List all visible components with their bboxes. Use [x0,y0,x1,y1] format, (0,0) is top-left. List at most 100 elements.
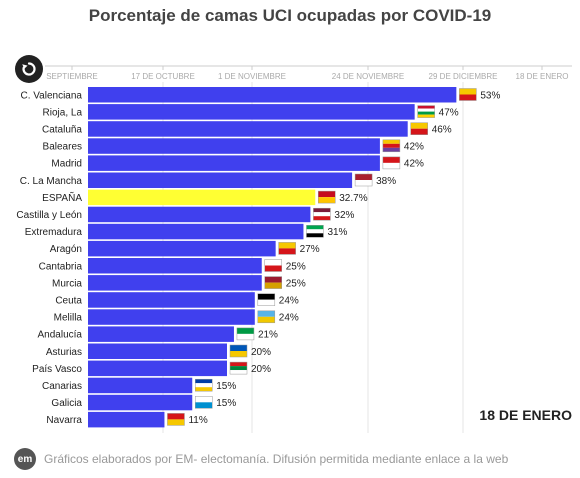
flag-icon [306,225,324,238]
value-label: 46% [432,124,452,135]
category-label: Cantabria [39,261,83,272]
timeline-tick-label: 24 DE NOVIEMBRE [332,72,404,81]
value-label: 31% [327,227,347,238]
timeline-tick-label: 18 DE ENERO [516,72,569,81]
flag-stripe [257,310,275,317]
chart-title: Porcentaje de camas UCI ocupadas por COV… [88,6,492,25]
flag-icon [354,173,373,187]
current-date-label: 18 DE ENERO [479,407,572,423]
flag-stripe [230,366,247,371]
category-label: Canarias [42,381,82,392]
flag-stripe [257,299,275,306]
category-label: C. La Mancha [20,176,83,187]
value-label: 11% [188,415,207,426]
flag-stripe [230,362,247,367]
bar [88,172,353,188]
flag-stripe [459,94,477,101]
value-label: 25% [286,261,306,272]
flag-stripe [355,180,373,186]
value-label: 24% [279,313,299,324]
flag-stripe [230,351,247,357]
flag-stripe [313,216,331,221]
flag-stripe [318,191,336,198]
flag-stripe [264,265,282,272]
category-label: Melilla [54,313,83,324]
flag-stripe [236,333,254,340]
flag-stripe [417,105,435,109]
flag-stripe [382,162,400,169]
value-label: 21% [258,330,278,341]
value-label: 47% [439,107,459,118]
bar [88,206,311,223]
category-label: ESPAÑA [42,191,82,204]
value-label: 42% [404,142,424,153]
flag-stripe [195,387,213,392]
value-label: 15% [216,381,236,392]
flag-stripe [382,143,400,148]
flag-icon [410,122,428,135]
value-label: 32% [334,210,354,221]
category-label: Extremadura [25,227,83,238]
value-label: 15% [216,398,236,409]
flag-icon [264,276,282,289]
value-label: 38% [376,176,396,187]
category-label: Rioja, La [43,107,83,118]
flag-stripe [306,233,324,238]
flag-icon [417,105,435,118]
flag-icon [229,361,248,375]
bar [88,360,227,377]
timeline-tick-label: 17 DE OCTUBRE [131,72,195,81]
flag-icon [236,327,255,341]
bar [88,258,262,274]
bar [88,121,408,137]
category-label: Cataluña [42,124,82,135]
flag-stripe [306,225,324,230]
flag-stripe [195,402,213,409]
value-label: 53% [480,90,500,101]
bar-chart: SEPTIEMBRE 17 DE OCTUBRE 1 DE NOVIEMBRE 24 … [16,65,572,433]
flag-stripe [167,419,185,426]
flag-icon [313,207,331,221]
bar [88,240,276,257]
bar [88,411,165,428]
category-label: Galicia [51,398,82,409]
flag-stripe [195,396,213,403]
flag-stripe [230,345,247,351]
category-label: Madrid [51,159,82,170]
flag-stripe [195,379,213,384]
replay-button[interactable] [15,55,43,83]
flag-icon [459,88,477,101]
flag-stripe [410,122,428,129]
flag-stripe [382,139,400,144]
category-label: Castilla y León [16,210,82,221]
category-label: Aragón [50,244,82,255]
bar [88,189,316,206]
flag-stripe [195,383,213,388]
bar [88,343,227,359]
bar [88,138,380,154]
flag-icon [382,156,401,170]
flag-icon [167,413,185,426]
flag-stripe [417,108,435,112]
flag-stripe [257,293,275,300]
flag-stripe [355,174,373,180]
bar [88,292,255,308]
flag-stripe [410,128,428,135]
flag-stripe [264,276,282,283]
value-label: 42% [404,159,424,170]
category-label: Baleares [43,142,82,153]
category-label: Navarra [46,415,82,426]
value-label: 20% [251,347,271,358]
flag-stripe [318,197,336,204]
flag-icon [257,293,276,306]
footer: em Gráficos elaborados por EM- electoman… [14,448,508,470]
flag-stripe [167,413,185,420]
bar [88,394,193,411]
category-label: C. Valenciana [20,90,82,101]
category-label: País Vasco [32,364,82,375]
flag-stripe [382,156,400,163]
electomania-logo: em [14,448,36,470]
flag-stripe [417,111,435,115]
bar [88,155,380,171]
replay-icon [22,62,36,76]
